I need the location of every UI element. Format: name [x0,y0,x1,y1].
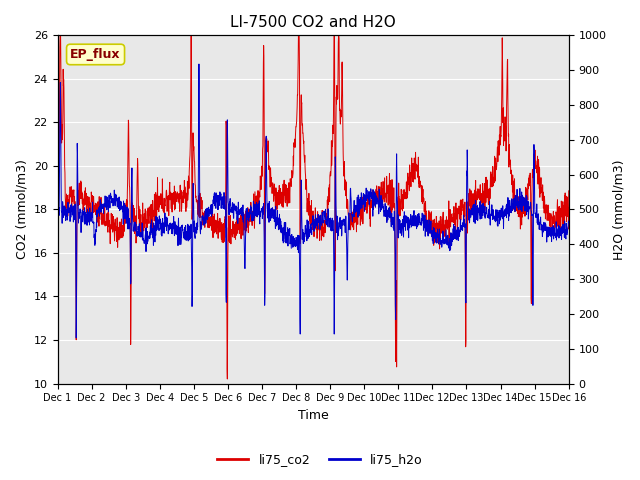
Legend: li75_co2, li75_h2o: li75_co2, li75_h2o [212,448,428,471]
Y-axis label: CO2 (mmol/m3): CO2 (mmol/m3) [15,159,28,259]
Text: EP_flux: EP_flux [70,48,121,61]
X-axis label: Time: Time [298,409,328,422]
Title: LI-7500 CO2 and H2O: LI-7500 CO2 and H2O [230,15,396,30]
Y-axis label: H2O (mmol/m3): H2O (mmol/m3) [612,159,625,260]
